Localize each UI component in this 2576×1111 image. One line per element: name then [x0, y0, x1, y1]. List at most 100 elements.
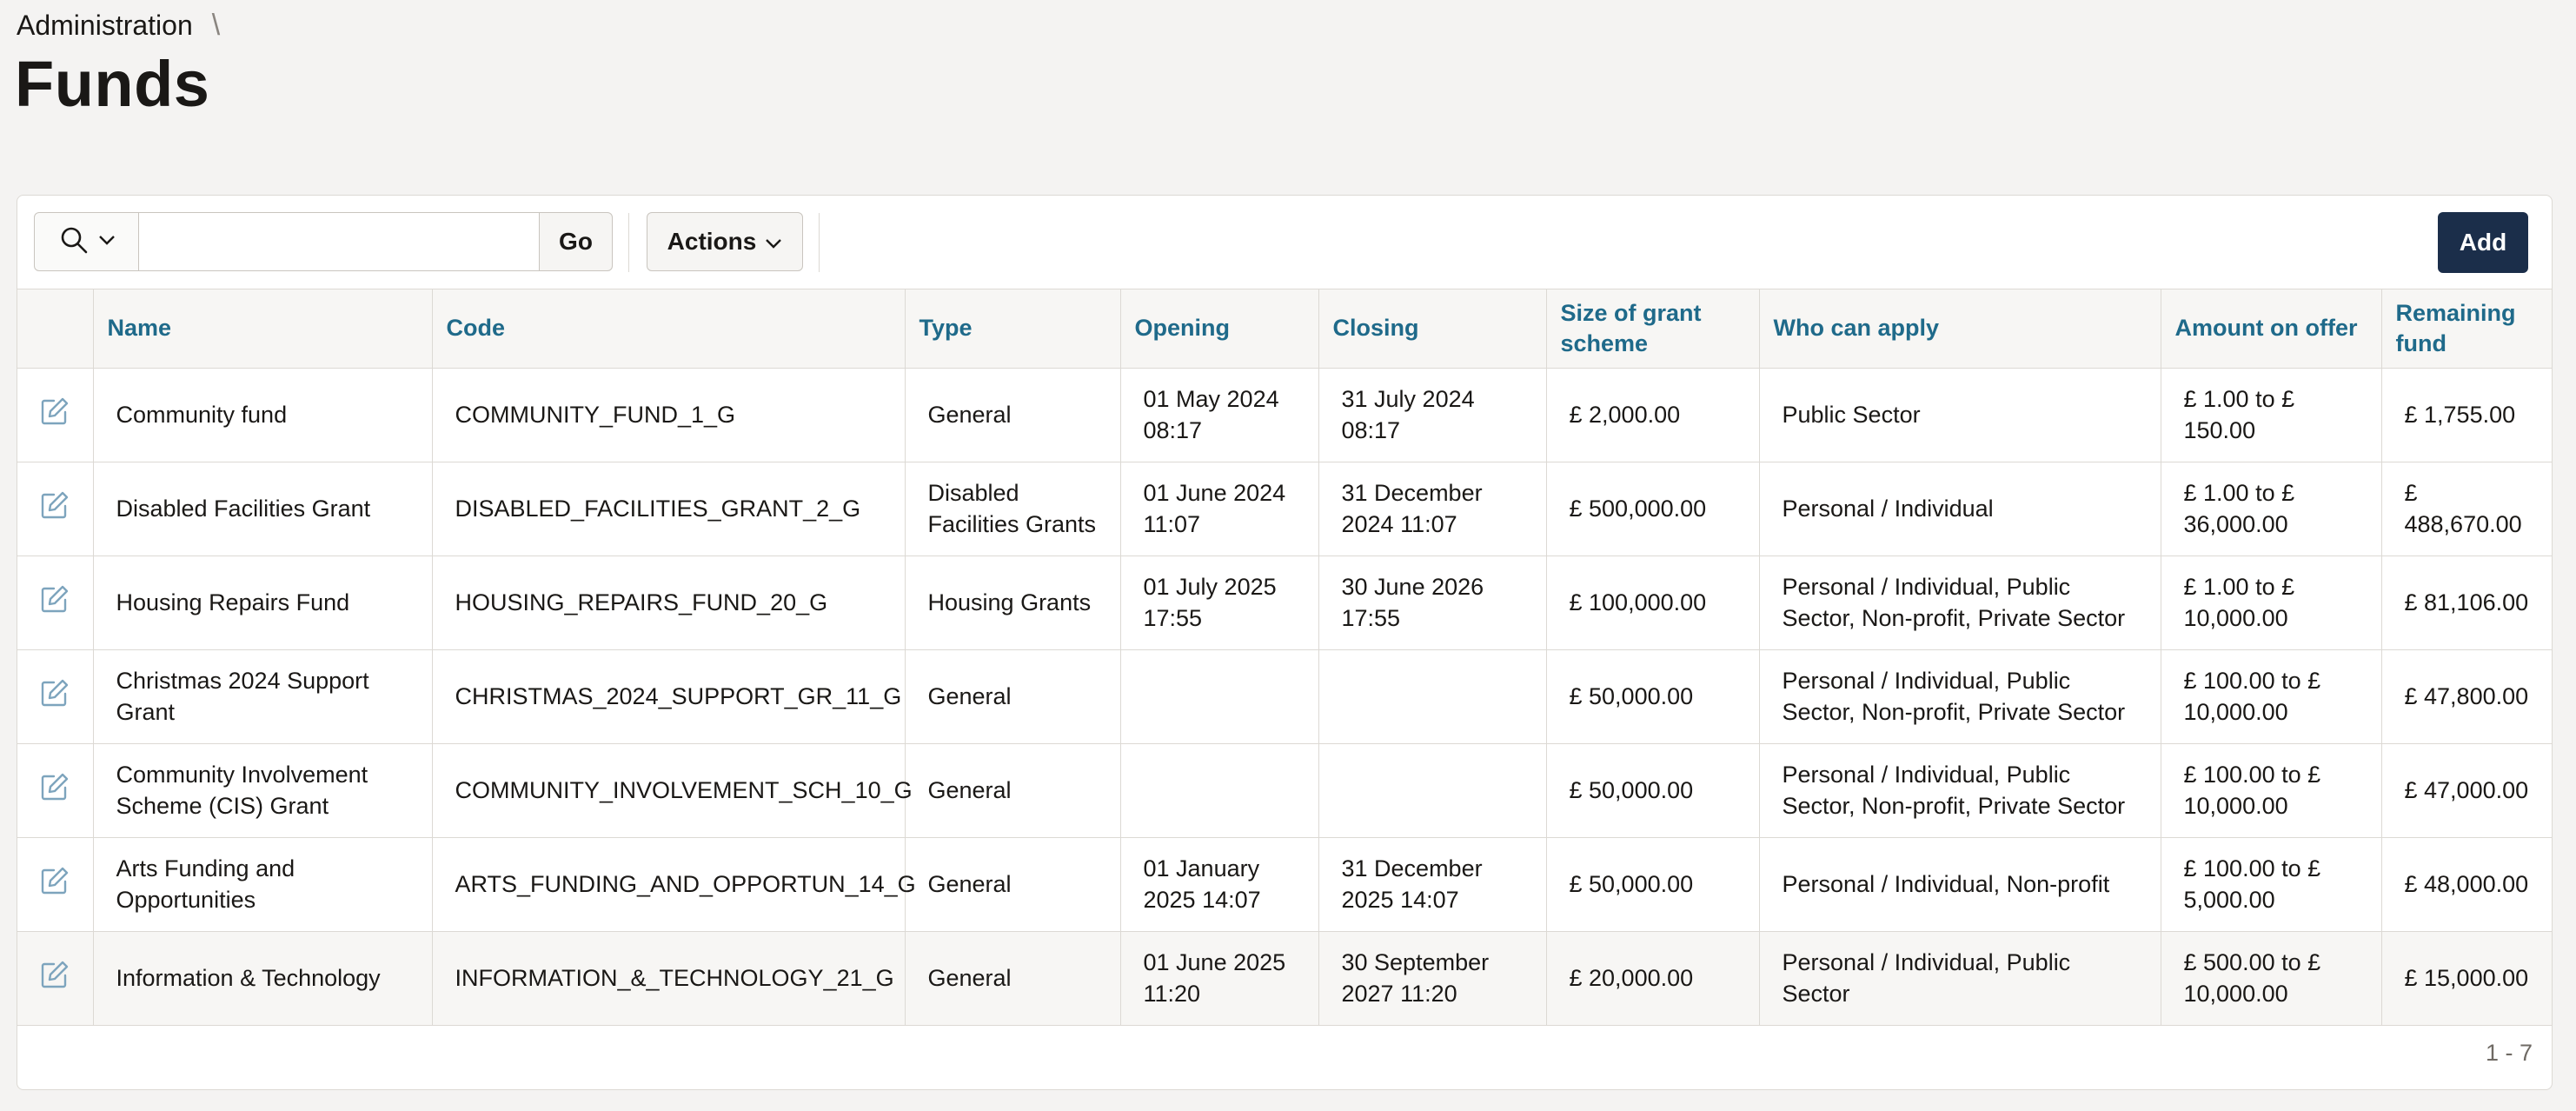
- search-column-button[interactable]: [34, 212, 139, 271]
- table-row: Community fund COMMUNITY_FUND_1_G General 0…: [17, 368, 2552, 462]
- cell-closing: 31 December 2024 11:07: [1318, 462, 1547, 556]
- cell-code: ARTS_FUNDING_AND_OPPORTUN_14_G: [432, 837, 916, 932]
- cell-size-of-grant-scheme: £ 100,000.00: [1546, 556, 1760, 650]
- cell-closing: 30 June 2026 17:55: [1318, 556, 1547, 650]
- report-region: Go Actions Add: [17, 195, 2553, 1090]
- search-bar: Go: [34, 212, 613, 273]
- column-header-opening[interactable]: Opening: [1120, 289, 1319, 369]
- table-row: Information & Technology INFORMATION_&_TE…: [17, 931, 2552, 1026]
- cell-opening: 01 July 2025 17:55: [1120, 556, 1319, 650]
- column-header-closing[interactable]: Closing: [1318, 289, 1547, 369]
- cell-name: Information & Technology: [93, 931, 433, 1026]
- cell-opening: [1120, 743, 1319, 838]
- cell-name: Housing Repairs Fund: [93, 556, 433, 650]
- cell-name: Community Involvement Scheme (CIS) Grant: [93, 743, 433, 838]
- table-row: Christmas 2024 Support Grant CHRISTMAS_20…: [17, 649, 2552, 744]
- breadcrumb-parent[interactable]: Administration: [17, 10, 193, 41]
- cell-type: General: [905, 743, 1121, 838]
- edit-icon[interactable]: [39, 583, 70, 615]
- page-title: Funds: [15, 48, 210, 120]
- edit-icon[interactable]: [39, 396, 70, 427]
- column-header-amount-on-offer[interactable]: Amount on offer: [2161, 289, 2382, 369]
- edit-icon[interactable]: [39, 959, 70, 990]
- breadcrumb: Administration \: [17, 9, 220, 43]
- cell-amount-on-offer: £ 100.00 to £ 10,000.00: [2161, 743, 2382, 838]
- cell-opening: 01 June 2025 11:20: [1120, 931, 1319, 1026]
- cell-code: DISABLED_FACILITIES_GRANT_2_G: [432, 462, 906, 556]
- edit-cell: [17, 931, 94, 1026]
- table-body: Community fund COMMUNITY_FUND_1_G General 0…: [17, 368, 2552, 1026]
- breadcrumb-separator: \: [211, 9, 221, 42]
- cell-opening: 01 June 2024 11:07: [1120, 462, 1319, 556]
- cell-type: Disabled Facilities Grants: [905, 462, 1121, 556]
- cell-name: Disabled Facilities Grant: [93, 462, 433, 556]
- add-button[interactable]: Add: [2438, 212, 2528, 273]
- cell-type: General: [905, 368, 1121, 462]
- cell-code: INFORMATION_&_TECHNOLOGY_21_G: [432, 931, 906, 1026]
- column-header-edit: [17, 289, 94, 369]
- edit-icon[interactable]: [39, 677, 70, 709]
- edit-cell: [17, 743, 94, 838]
- cell-remaining-fund: £ 47,000.00: [2381, 743, 2552, 838]
- cell-amount-on-offer: £ 1.00 to £ 36,000.00: [2161, 462, 2382, 556]
- column-header-remaining-fund[interactable]: Remaining fund: [2381, 289, 2552, 369]
- toolbar-divider: [819, 213, 820, 272]
- cell-who-can-apply: Personal / Individual, Public Sector, No…: [1759, 556, 2161, 650]
- column-header-size-of-grant-scheme[interactable]: Size of grant scheme: [1546, 289, 1760, 369]
- go-button[interactable]: Go: [539, 212, 613, 271]
- cell-who-can-apply: Personal / Individual, Public Sector: [1759, 931, 2161, 1026]
- column-header-who-can-apply[interactable]: Who can apply: [1759, 289, 2161, 369]
- cell-amount-on-offer: £ 500.00 to £ 10,000.00: [2161, 931, 2382, 1026]
- pagination-range: 1 - 7: [2485, 1040, 2533, 1066]
- cell-amount-on-offer: £ 1.00 to £ 10,000.00: [2161, 556, 2382, 650]
- table-row: Community Involvement Scheme (CIS) Grant…: [17, 743, 2552, 838]
- cell-closing: 31 July 2024 08:17: [1318, 368, 1547, 462]
- cell-size-of-grant-scheme: £ 50,000.00: [1546, 649, 1760, 744]
- cell-code: COMMUNITY_INVOLVEMENT_SCH_10_G: [432, 743, 913, 838]
- cell-name: Community fund: [93, 368, 433, 462]
- cell-closing: 30 September 2027 11:20: [1318, 931, 1547, 1026]
- cell-remaining-fund: £ 47,800.00: [2381, 649, 2552, 744]
- cell-closing: [1318, 743, 1547, 838]
- column-header-code[interactable]: Code: [432, 289, 906, 369]
- edit-cell: [17, 462, 94, 556]
- cell-remaining-fund: £ 488,670.00: [2381, 462, 2552, 556]
- table-header-row: Name Code Type Opening Closing Size of g…: [17, 289, 2552, 369]
- cell-type: General: [905, 649, 1121, 744]
- cell-remaining-fund: £ 81,106.00: [2381, 556, 2552, 650]
- column-header-name[interactable]: Name: [93, 289, 433, 369]
- cell-who-can-apply: Public Sector: [1759, 368, 2161, 462]
- cell-remaining-fund: £ 1,755.00: [2381, 368, 2552, 462]
- cell-type: General: [905, 837, 1121, 932]
- cell-size-of-grant-scheme: £ 50,000.00: [1546, 837, 1760, 932]
- table-row: Housing Repairs Fund HOUSING_REPAIRS_FUND…: [17, 556, 2552, 650]
- cell-opening: [1120, 649, 1319, 744]
- chevron-down-icon: [98, 234, 116, 250]
- cell-opening: 01 January 2025 14:07: [1120, 837, 1319, 932]
- cell-code: COMMUNITY_FUND_1_G: [432, 368, 906, 462]
- cell-who-can-apply: Personal / Individual, Public Sector, No…: [1759, 649, 2161, 744]
- cell-opening: 01 May 2024 08:17: [1120, 368, 1319, 462]
- actions-menu-button[interactable]: Actions: [647, 212, 803, 271]
- cell-type: Housing Grants: [905, 556, 1121, 650]
- cell-remaining-fund: £ 48,000.00: [2381, 837, 2552, 932]
- cell-name: Christmas 2024 Support Grant: [93, 649, 433, 744]
- edit-icon[interactable]: [39, 489, 70, 521]
- cell-amount-on-offer: £ 1.00 to £ 150.00: [2161, 368, 2382, 462]
- edit-cell: [17, 556, 94, 650]
- column-header-type[interactable]: Type: [905, 289, 1121, 369]
- cell-who-can-apply: Personal / Individual, Non-profit: [1759, 837, 2161, 932]
- cell-size-of-grant-scheme: £ 2,000.00: [1546, 368, 1760, 462]
- cell-amount-on-offer: £ 100.00 to £ 10,000.00: [2161, 649, 2382, 744]
- edit-cell: [17, 649, 94, 744]
- report-toolbar: Go Actions Add: [17, 196, 2552, 289]
- search-icon: [58, 224, 90, 260]
- cell-code: CHRISTMAS_2024_SUPPORT_GR_11_G: [432, 649, 906, 744]
- search-input[interactable]: [139, 212, 539, 271]
- table-row: Disabled Facilities Grant DISABLED_FACILI…: [17, 462, 2552, 556]
- cell-remaining-fund: £ 15,000.00: [2381, 931, 2552, 1026]
- edit-icon[interactable]: [39, 771, 70, 802]
- edit-icon[interactable]: [39, 865, 70, 896]
- table-row: Arts Funding and Opportunities ARTS_FUNDI…: [17, 837, 2552, 932]
- edit-cell: [17, 368, 94, 462]
